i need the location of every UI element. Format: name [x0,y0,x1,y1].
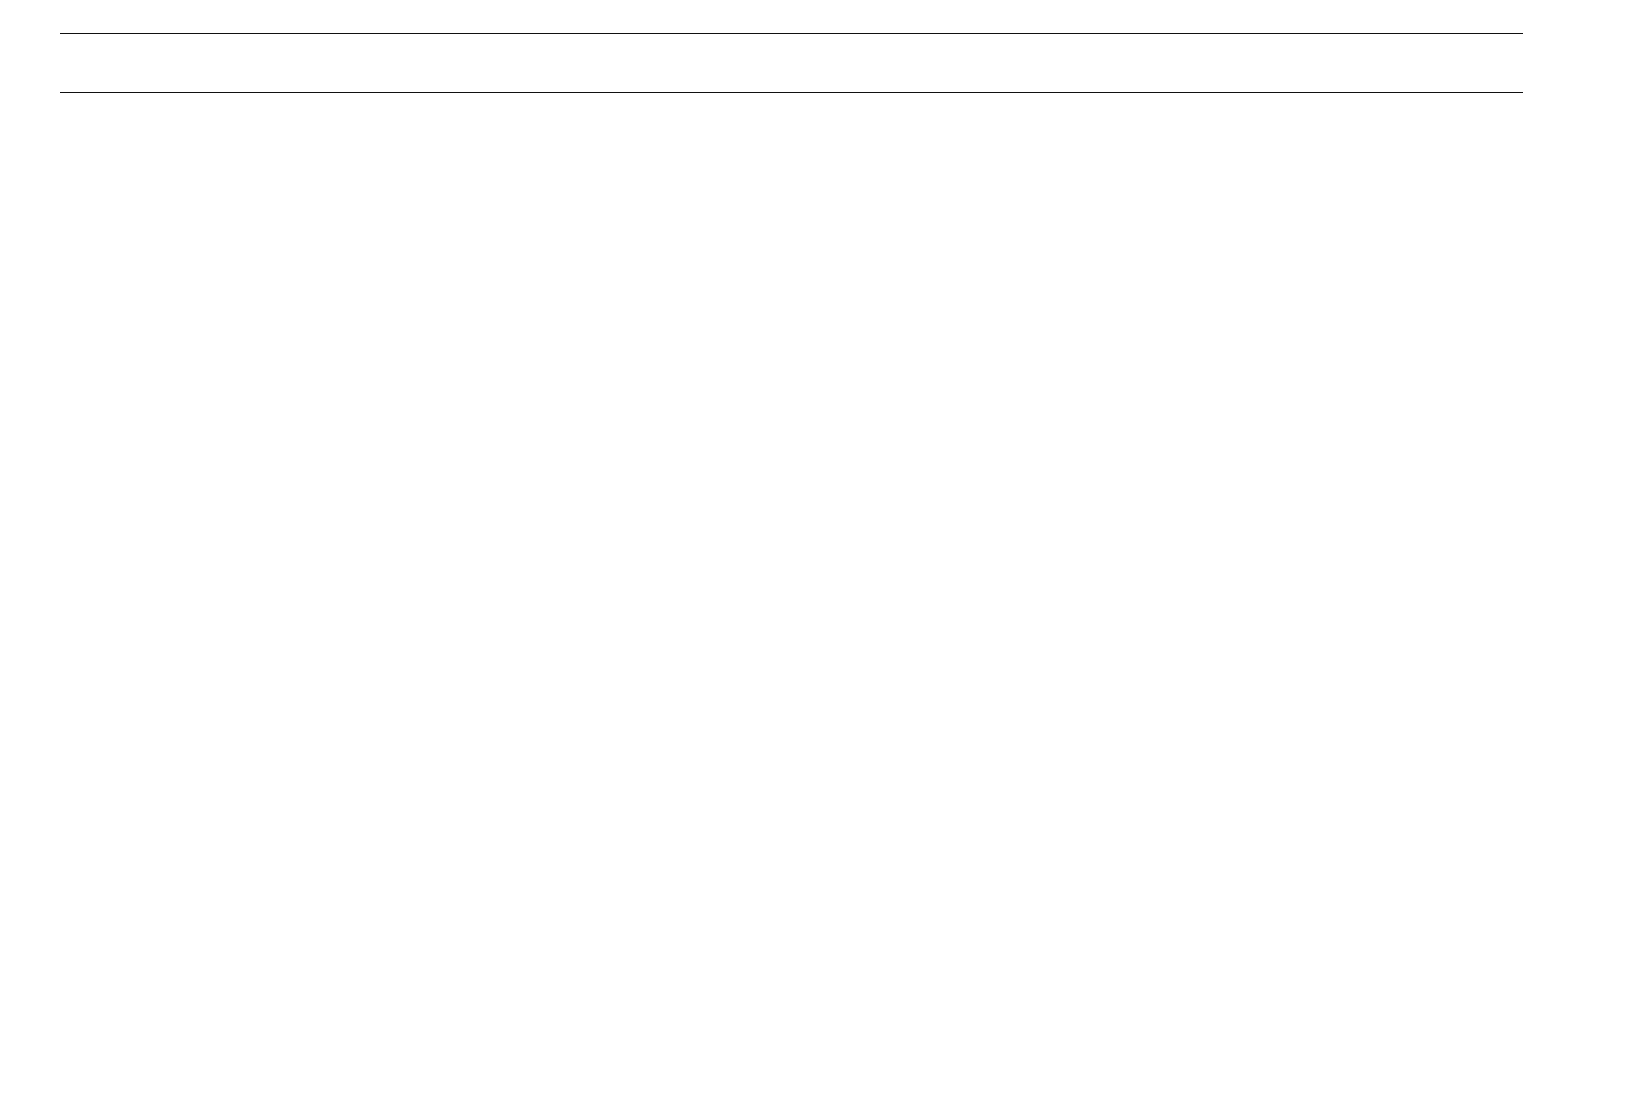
scatter-plot-gmlv2 [1162,582,1507,917]
scatter-plot-peaq-svg [60,582,405,917]
table-metric-header-row [60,62,1523,93]
table-group-header-row [60,33,1523,62]
scatter-plot-visqol-svg [428,582,773,917]
table-corner-cell [60,33,1523,62]
scatter-plot-visqol [428,582,773,917]
results-table-container [60,33,1523,93]
scatter-plot-peaq [60,582,405,917]
scatter-plot-gmlv2-svg [1162,582,1507,917]
eval-set-header [60,62,1523,93]
scatter-plot-gmlv1-svg [795,582,1140,917]
scatter-plot-gmlv1 [795,582,1140,917]
results-table [60,33,1523,93]
